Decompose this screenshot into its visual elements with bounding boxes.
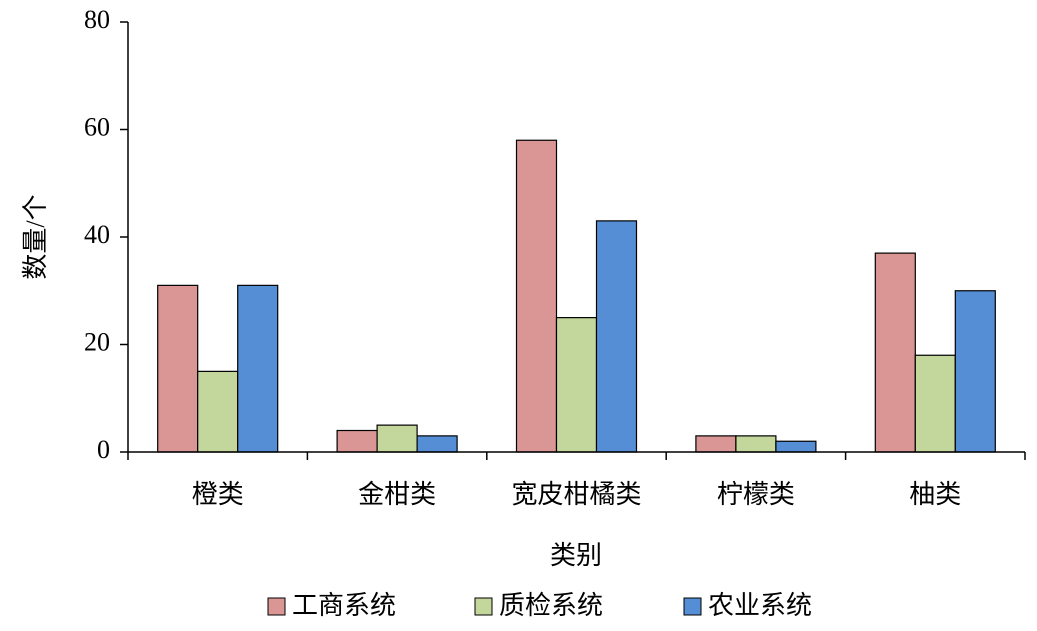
legend-swatch [683, 597, 702, 616]
x-tick-label: 柠檬类 [717, 480, 795, 509]
x-tick-label: 金柑类 [358, 480, 436, 509]
y-tick-label: 40 [84, 220, 110, 249]
bar [157, 284, 199, 453]
y-tick-label: 20 [84, 327, 110, 356]
bar [416, 435, 458, 453]
x-tick-label: 橙类 [192, 480, 244, 509]
bar [197, 370, 239, 453]
bar [336, 429, 378, 453]
legend-swatch [267, 597, 286, 616]
y-tick-label: 0 [97, 435, 110, 464]
bar [775, 440, 817, 453]
x-axis-label: 类别 [550, 541, 602, 570]
bar [376, 424, 418, 453]
bar [237, 284, 279, 453]
y-tick-label: 80 [84, 5, 110, 34]
legend-label: 质检系统 [499, 591, 603, 620]
legend-swatch [474, 597, 493, 616]
x-tick-label: 宽皮柑橘类 [511, 480, 641, 509]
bar [515, 139, 558, 453]
y-tick-label: 60 [84, 112, 110, 141]
bar [914, 354, 956, 453]
legend-label: 工商系统 [292, 591, 396, 620]
bar [874, 252, 916, 453]
x-tick-label: 柚类 [909, 480, 961, 509]
bar [555, 317, 598, 453]
bar [954, 290, 996, 453]
legend-label: 农业系统 [708, 591, 812, 620]
bar [595, 220, 638, 453]
bar [695, 435, 737, 453]
bar [735, 435, 777, 453]
y-axis-label: 数量/个 [21, 194, 50, 279]
